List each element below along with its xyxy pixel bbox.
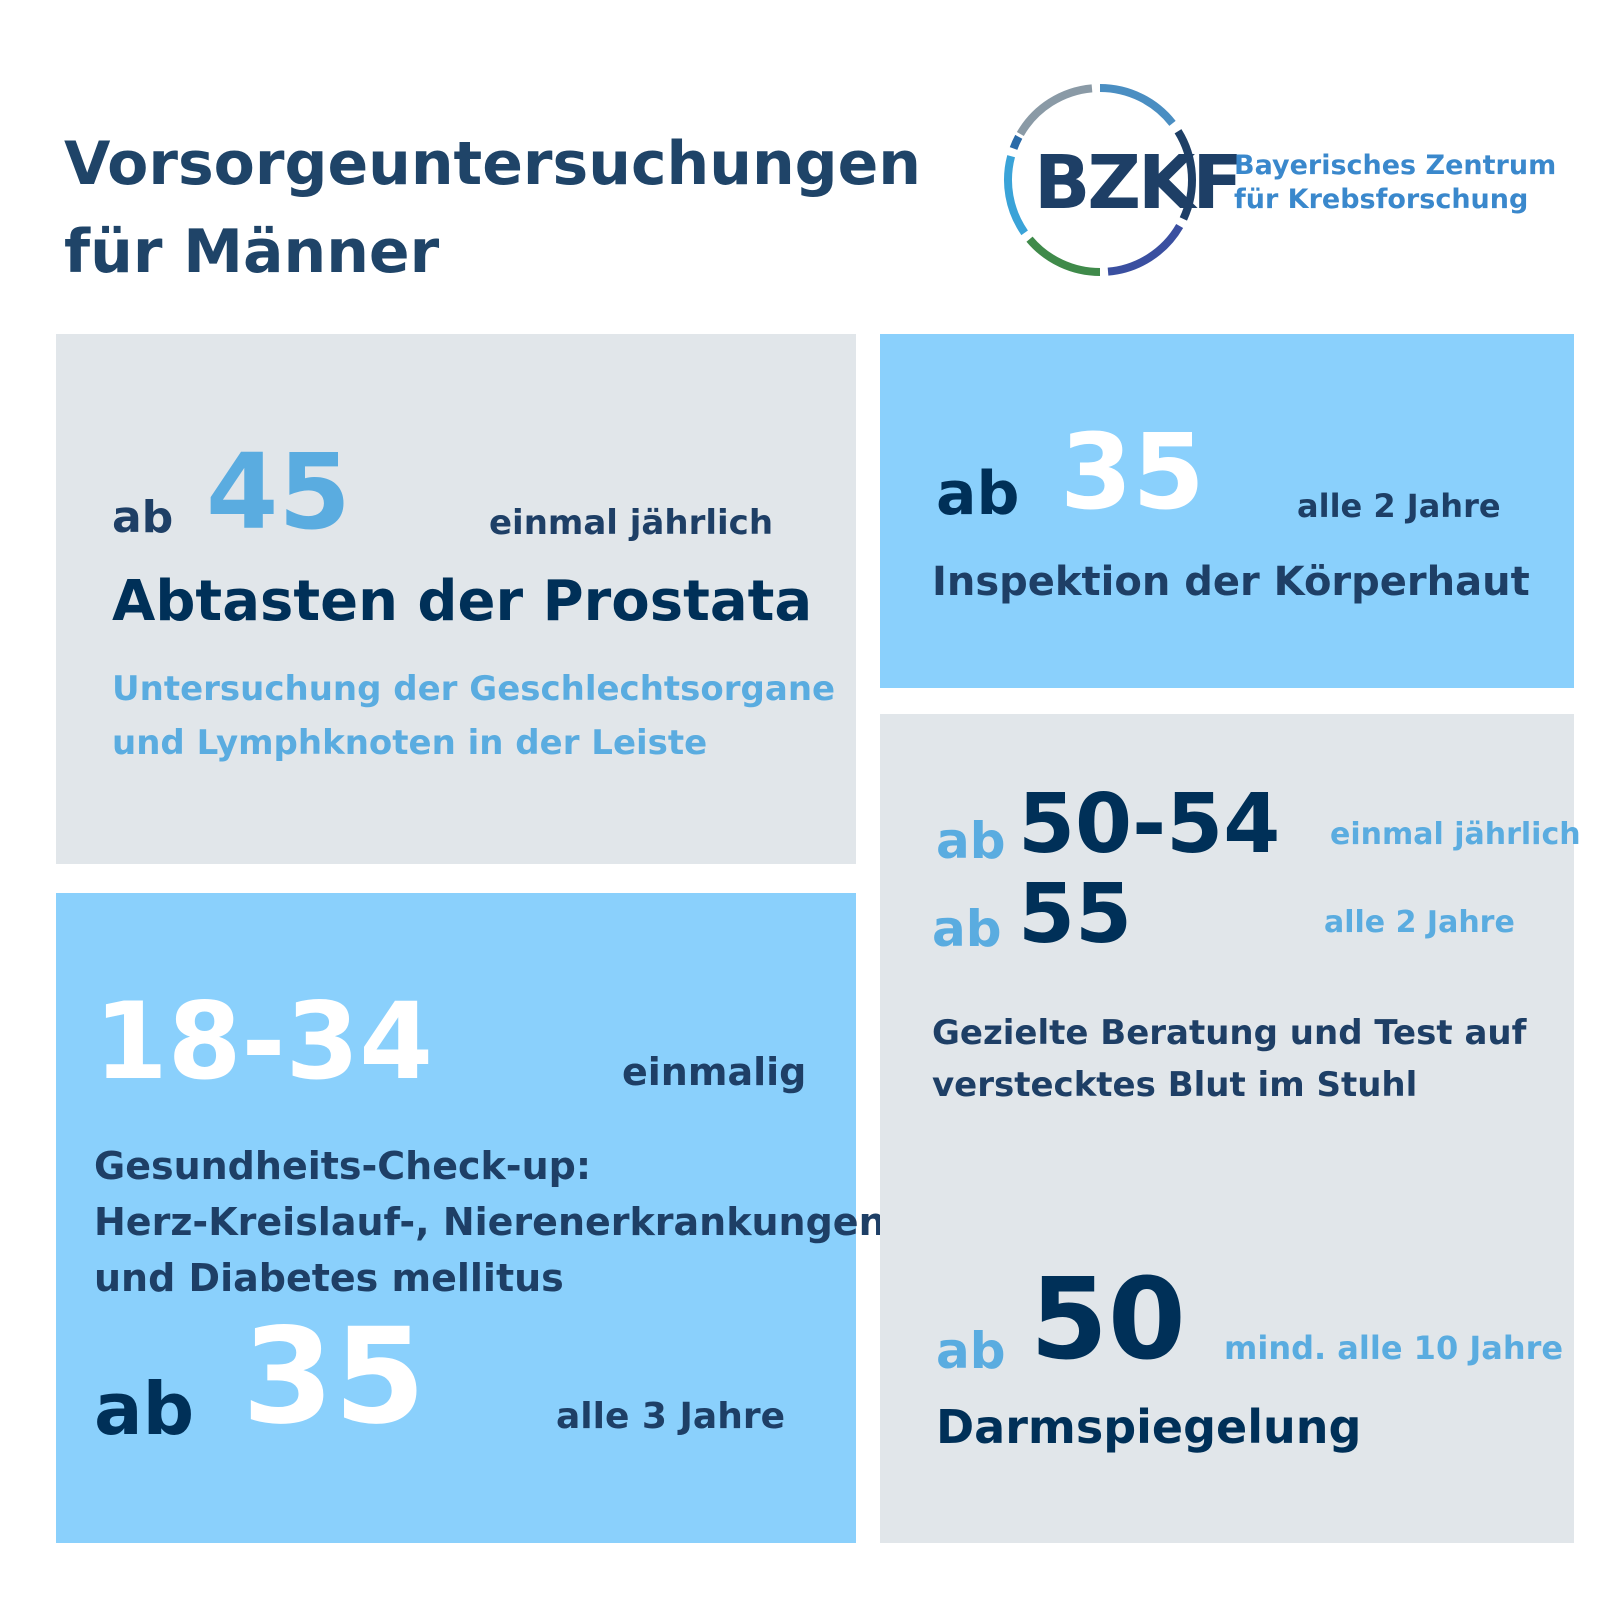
- bzkf-logo: BZKF Bayerisches Zentrum für Krebsforsch…: [1000, 80, 1556, 290]
- darm-row2-frequency: alle 2 Jahre: [1324, 905, 1515, 940]
- logo-abbreviation: BZKF: [1034, 140, 1243, 226]
- logo-name-line-1: Bayerisches Zentrum: [1234, 150, 1557, 181]
- haut-heading: Inspektion der Körperhaut: [932, 559, 1530, 605]
- logo-ring-segment: [1174, 129, 1196, 221]
- darm-row1-age: 50-54: [1018, 777, 1281, 872]
- checkup-age-range: 18-34: [94, 980, 434, 1103]
- checkup-heading-line-2: Herz-Kreislauf-, Nierenerkrankungen: [94, 1200, 886, 1244]
- prostata-frequency: einmal jährlich: [489, 503, 774, 543]
- darm-row3-age: 50: [1030, 1255, 1186, 1385]
- checkup-heading-line-1: Gesundheits-Check-up:: [94, 1144, 592, 1188]
- prostata-age: 45: [206, 431, 351, 553]
- logo-ring-segment: [1026, 236, 1101, 276]
- darm-row3-frequency: mind. alle 10 Jahre: [1224, 1329, 1564, 1367]
- haut-frequency: alle 2 Jahre: [1297, 487, 1501, 525]
- darm-stuhl-line-1: Gezielte Beratung und Test auf: [932, 1013, 1527, 1053]
- checkup-age: 35: [242, 1300, 426, 1454]
- page-title-line-1: Vorsorgeuntersuchungen: [64, 129, 922, 199]
- darm-row1-prefix: ab: [936, 812, 1006, 870]
- logo-ring-segment: [1009, 134, 1023, 150]
- prostata-heading: Abtasten der Prostata: [112, 569, 813, 634]
- checkup-heading-line-3: und Diabetes mellitus: [94, 1256, 564, 1300]
- darm-row2-prefix: ab: [932, 900, 1002, 958]
- card-prostata: ab 45 einmal jährlich Abtasten der Prost…: [56, 334, 856, 864]
- checkup-frequency-first: einmalig: [622, 1050, 807, 1094]
- darm-row1-frequency: einmal jährlich: [1330, 817, 1581, 852]
- logo-name-line-2: für Krebsforschung: [1234, 184, 1529, 215]
- checkup-prefix: ab: [94, 1367, 195, 1451]
- darm-row2-age: 55: [1018, 867, 1133, 962]
- card-darm: ab 50-54 einmal jährlich ab 55 alle 2 Ja…: [880, 714, 1581, 1543]
- checkup-frequency: alle 3 Jahre: [556, 1396, 785, 1437]
- page-title-line-2: für Männer: [64, 217, 440, 287]
- prostata-detail-line-1: Untersuchung der Geschlechtsorgane: [112, 669, 836, 709]
- prostata-prefix: ab: [112, 492, 174, 543]
- logo-ring-icon: [1004, 84, 1196, 276]
- haut-prefix: ab: [936, 459, 1020, 529]
- darm-heading: Darmspiegelung: [936, 1400, 1362, 1454]
- card-haut: ab 35 alle 2 Jahre Inspektion der Körper…: [880, 334, 1574, 688]
- darm-stuhl-line-2: verstecktes Blut im Stuhl: [932, 1065, 1418, 1105]
- logo-ring-segment: [1099, 84, 1176, 126]
- logo-ring-segment: [1107, 223, 1184, 276]
- haut-age: 35: [1060, 411, 1205, 533]
- logo-ring-segment: [1004, 155, 1028, 236]
- prostata-detail-line-2: und Lymphknoten in der Leiste: [112, 723, 708, 763]
- card-checkup: 18-34 einmalig Gesundheits-Check-up: Her…: [56, 893, 886, 1543]
- logo-ring-segment: [1016, 84, 1093, 137]
- darm-row3-prefix: ab: [936, 1322, 1006, 1380]
